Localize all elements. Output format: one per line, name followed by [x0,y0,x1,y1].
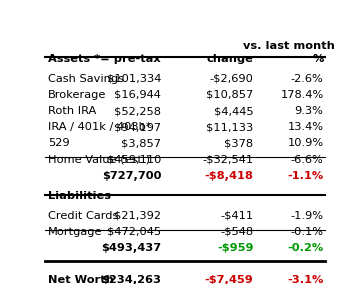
Text: $21,392: $21,392 [114,211,161,221]
Text: $4,445: $4,445 [214,106,253,116]
Text: -0.1%: -0.1% [291,227,323,237]
Text: $493,437: $493,437 [101,243,161,253]
Text: $11,133: $11,133 [206,122,253,132]
Text: 178.4%: 178.4% [280,90,323,100]
Text: -3.1%: -3.1% [287,275,323,284]
Text: $234,263: $234,263 [101,275,161,284]
Text: Home Value (est.): Home Value (est.) [48,154,150,164]
Text: Roth IRA: Roth IRA [48,106,96,116]
Text: change: change [207,54,253,64]
Text: $727,700: $727,700 [102,171,161,181]
Text: Net Worth: Net Worth [48,275,114,284]
Text: -2.6%: -2.6% [291,74,323,84]
Text: -$2,690: -$2,690 [210,74,253,84]
Text: $94,197: $94,197 [114,122,161,132]
Text: $10,857: $10,857 [206,90,253,100]
Text: Mortgage: Mortgage [48,227,103,237]
Text: 9.3%: 9.3% [295,106,323,116]
Text: -$32,541: -$32,541 [203,154,253,164]
Text: -$548: -$548 [221,227,253,237]
Text: -0.2%: -0.2% [287,243,323,253]
Text: -$8,418: -$8,418 [205,171,253,181]
Text: $16,944: $16,944 [114,90,161,100]
Text: Credit Cards: Credit Cards [48,211,118,221]
Text: -$959: -$959 [217,243,253,253]
Text: 10.9%: 10.9% [287,138,323,148]
Text: Cash Savings: Cash Savings [48,74,124,84]
Text: Liabilities: Liabilities [48,191,111,201]
Text: -$7,459: -$7,459 [205,275,253,284]
Text: -1.9%: -1.9% [291,211,323,221]
Text: $101,334: $101,334 [107,74,161,84]
Text: -6.6%: -6.6% [291,154,323,164]
Text: 529: 529 [48,138,70,148]
Text: %: % [312,54,323,64]
Text: $3,857: $3,857 [121,138,161,148]
Text: $459,110: $459,110 [107,154,161,164]
Text: vs. last month: vs. last month [243,41,335,51]
Text: $472,045: $472,045 [107,227,161,237]
Text: 13.4%: 13.4% [287,122,323,132]
Text: IRA / 401k / 403b*: IRA / 401k / 403b* [48,122,151,132]
Text: -$411: -$411 [221,211,253,221]
Text: $52,258: $52,258 [114,106,161,116]
Text: $378: $378 [225,138,253,148]
Text: Assets *= pre-tax: Assets *= pre-tax [48,54,161,64]
Text: -1.1%: -1.1% [287,171,323,181]
Text: Brokerage: Brokerage [48,90,106,100]
